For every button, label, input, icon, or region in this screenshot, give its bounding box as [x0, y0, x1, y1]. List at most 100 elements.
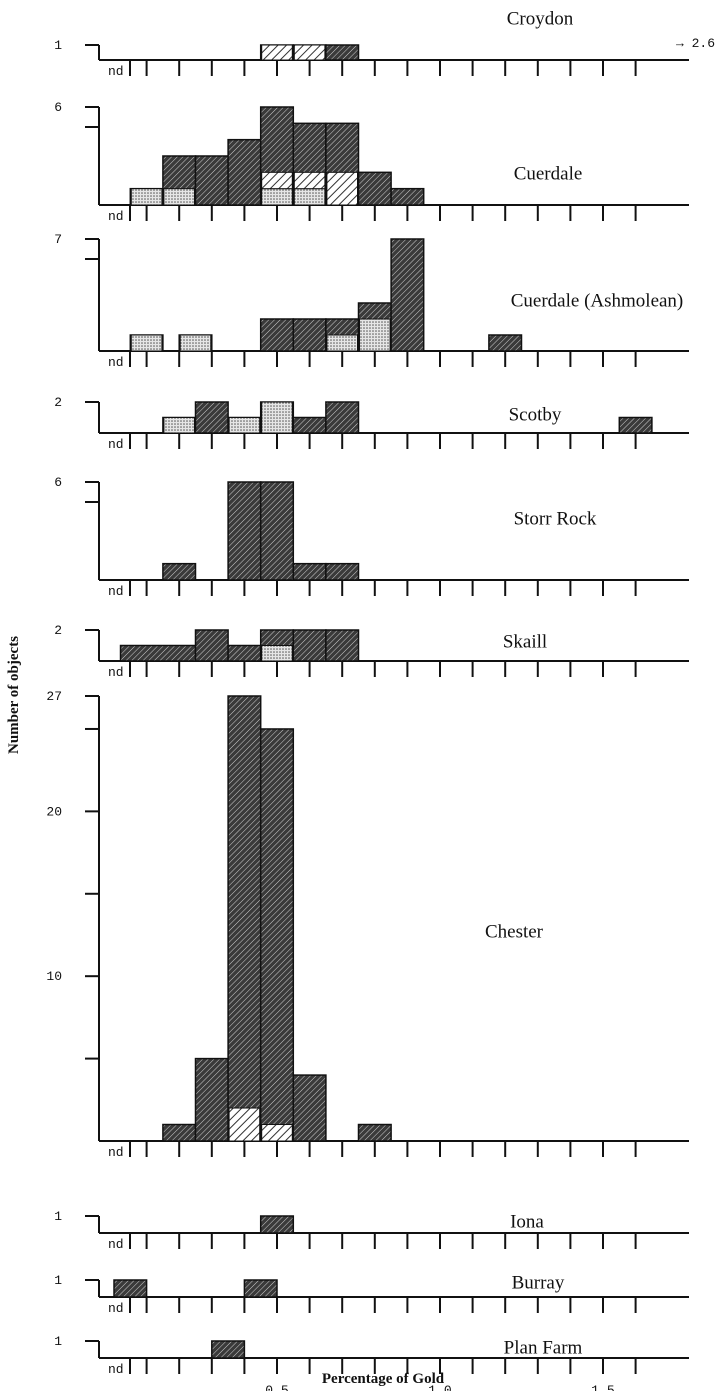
nd-label: nd: [108, 1145, 124, 1160]
bar-segment-hatched: [228, 1107, 261, 1142]
bar: [194, 1057, 229, 1142]
y-tick-label: 20: [46, 804, 62, 819]
bar: [292, 629, 327, 662]
x-tick-label: 1.5: [591, 1383, 614, 1391]
panel-title: Storr Rock: [514, 508, 597, 529]
bar-segment-light: [261, 645, 293, 662]
bar: [194, 401, 229, 434]
bar: [211, 1340, 246, 1359]
y-axis-title: Number of objects: [6, 636, 22, 754]
bar-segment-light: [179, 334, 212, 352]
bar: [194, 155, 229, 206]
bar-segment-light: [261, 401, 293, 434]
nd-label: nd: [108, 1362, 124, 1377]
y-tick-label: 2: [54, 395, 62, 410]
bar: [325, 629, 360, 662]
bar: [259, 728, 295, 1142]
bar: [357, 1123, 392, 1142]
bar-segment-hatched: [261, 44, 293, 61]
y-tick-label: 2: [54, 623, 62, 638]
bar: [227, 481, 262, 581]
bar-segment-light: [130, 334, 163, 352]
panel-title: Croydon: [507, 8, 574, 29]
y-tick-label: 1: [54, 1334, 62, 1349]
bar: [194, 629, 229, 662]
nd-label: nd: [108, 209, 124, 224]
bar-segment-light: [228, 417, 261, 434]
offscale-note: → 2.6: [676, 36, 715, 51]
y-tick-label: 27: [46, 689, 62, 704]
nd-label: nd: [108, 1301, 124, 1316]
y-tick-label: 6: [54, 475, 62, 490]
nd-label: nd: [108, 437, 124, 452]
bar: [292, 1074, 327, 1142]
panel-plan-farm: Plan Farm nd 1: [54, 1334, 689, 1377]
nd-label: nd: [108, 1237, 124, 1252]
x-axis-title: Percentage of Gold: [322, 1371, 445, 1387]
y-tick-label: 1: [54, 1209, 62, 1224]
bar: [390, 238, 425, 352]
bar: [325, 401, 360, 434]
bar: [618, 416, 653, 434]
bar: [162, 1123, 197, 1142]
bar: [259, 318, 295, 352]
nd-label: nd: [108, 665, 124, 680]
bar: [259, 1215, 295, 1234]
panel-burray: Burray nd 1: [54, 1272, 689, 1316]
bar: [162, 562, 197, 581]
panel-title: Skaill: [503, 631, 547, 652]
bar-segment-hatched: [293, 44, 326, 61]
bar: [227, 644, 262, 662]
x-tick-label: 1.0: [428, 1383, 451, 1391]
panel-cuerdale: Cuerdale nd 6: [54, 100, 689, 224]
panel-cuerdale-ashmolean: Cuerdale (Ashmolean) nd 7: [54, 232, 689, 370]
bar: [113, 1279, 148, 1298]
panel-title: Iona: [510, 1211, 544, 1232]
y-tick-label: 1: [54, 38, 62, 53]
y-tick-label: 1: [54, 1273, 62, 1288]
panel-storr-rock: Storr Rock nd 6: [54, 475, 689, 599]
panel-title: Cuerdale: [514, 163, 583, 184]
bar-segment-hatched: [326, 171, 358, 206]
panel-title: Chester: [485, 921, 544, 942]
bar-segment-light: [163, 417, 195, 434]
panel-croydon: Croydon nd 1 → 2.6: [54, 8, 715, 79]
nd-label: nd: [108, 64, 124, 79]
bar-segment-hatched: [293, 171, 326, 190]
bar-segment-light: [130, 188, 163, 206]
bar-segment-light: [163, 188, 195, 206]
panel-title: Cuerdale (Ashmolean): [511, 290, 684, 311]
bar: [119, 644, 197, 662]
bar: [325, 44, 360, 61]
panel-chester: Chester nd 27 20 10: [46, 689, 689, 1160]
y-tick-label: 6: [54, 100, 62, 115]
panel-scotby: Scotby nd 2: [54, 395, 689, 452]
panel-title: Plan Farm: [504, 1337, 583, 1358]
nd-label: nd: [108, 355, 124, 370]
bar-segment-light: [359, 318, 391, 352]
bar-segment-hatched: [261, 171, 293, 190]
bar-segment-light: [261, 188, 293, 206]
y-tick-label: 10: [46, 969, 62, 984]
panel-title: Burray: [512, 1272, 565, 1293]
bar: [227, 695, 262, 1142]
bar: [243, 1279, 278, 1298]
bar: [227, 138, 262, 206]
bar: [488, 334, 523, 352]
nd-label: nd: [108, 584, 124, 599]
bar: [357, 171, 392, 206]
bar: [259, 481, 295, 581]
bar: [325, 562, 360, 581]
panel-skaill: Skaill nd 2: [54, 623, 689, 680]
bar: [390, 187, 425, 206]
x-tick-label: 0.5: [265, 1383, 288, 1391]
bar-segment-hatched: [261, 1124, 293, 1142]
panel-title: Scotby: [509, 404, 562, 425]
bar: [292, 416, 327, 434]
bar: [292, 562, 327, 581]
bar-segment-light: [326, 334, 358, 352]
y-tick-label: 7: [54, 232, 62, 247]
bar: [292, 318, 327, 352]
panel-iona: Iona nd 1: [54, 1209, 689, 1252]
